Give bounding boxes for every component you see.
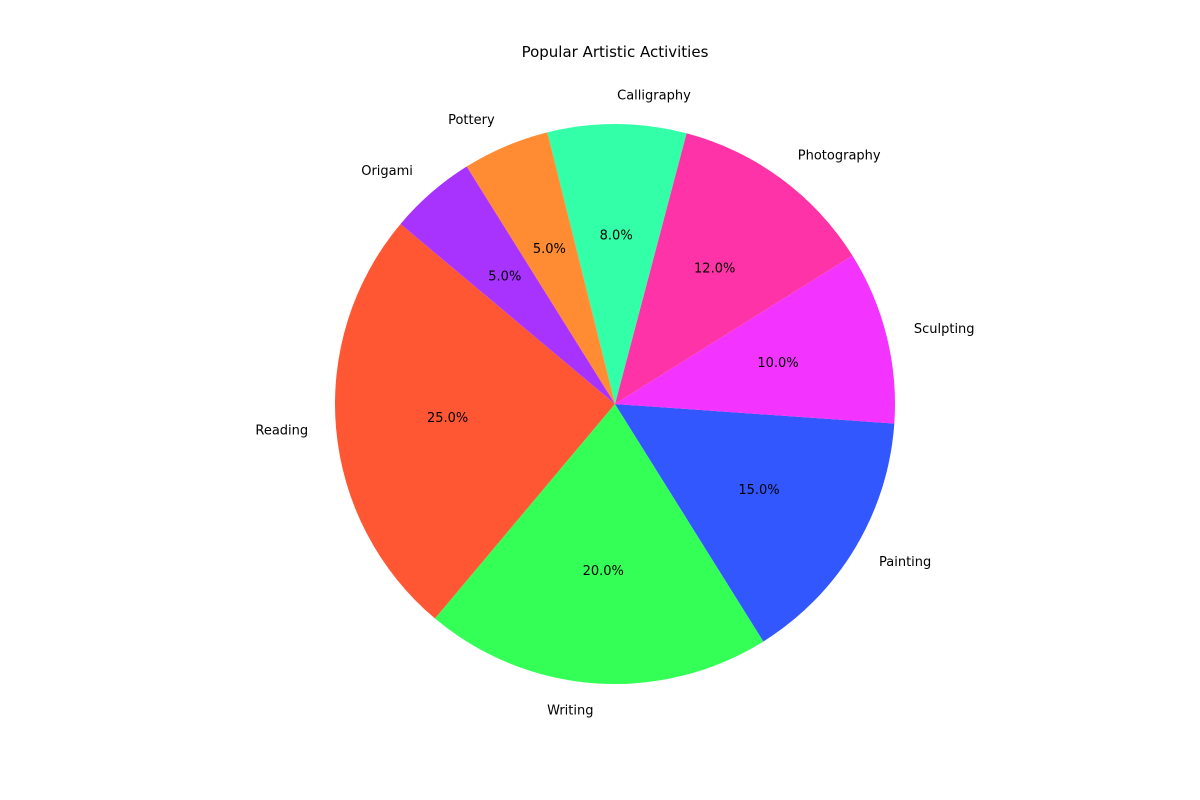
slice-label-reading: Reading [255,423,308,438]
pie-slice-calligraphy [547,123,687,405]
pie-slice-sculpting [615,255,895,424]
pie-slice-photography [615,133,853,405]
pie-slice-pottery [466,132,615,404]
slice-label-photography: Photography [798,149,881,164]
pie-slice-painting [615,404,895,642]
percent-label-origami: 5.0% [488,270,521,285]
pie-slices [335,123,895,684]
slice-label-calligraphy: Calligraphy [617,89,691,104]
percent-label-photography: 12.0% [694,261,735,276]
slice-label-writing: Writing [547,704,593,719]
slice-label-sculpting: Sculpting [914,322,975,337]
slice-label-painting: Painting [879,555,931,570]
percent-labels: 25.0% 20.0% 15.0% 10.0% 12.0% 8.0% 5.0% 5.0% [427,229,799,580]
slice-label-origami: Origami [361,164,413,179]
percent-label-writing: 20.0% [583,564,624,579]
percent-label-reading: 25.0% [427,411,468,426]
pie-slice-origami [400,166,615,404]
pie-slice-writing [435,404,764,684]
slice-labels: Reading Writing Painting Sculpting Photograp… [255,89,974,719]
pie-slice-reading [335,224,615,619]
percent-label-pottery: 5.0% [533,242,566,257]
percent-label-calligraphy: 8.0% [600,229,633,244]
chart-title: Popular Artistic Activities [522,43,709,61]
slice-label-pottery: Pottery [448,113,495,128]
percent-label-sculpting: 10.0% [757,356,798,371]
percent-label-painting: 15.0% [738,483,779,498]
